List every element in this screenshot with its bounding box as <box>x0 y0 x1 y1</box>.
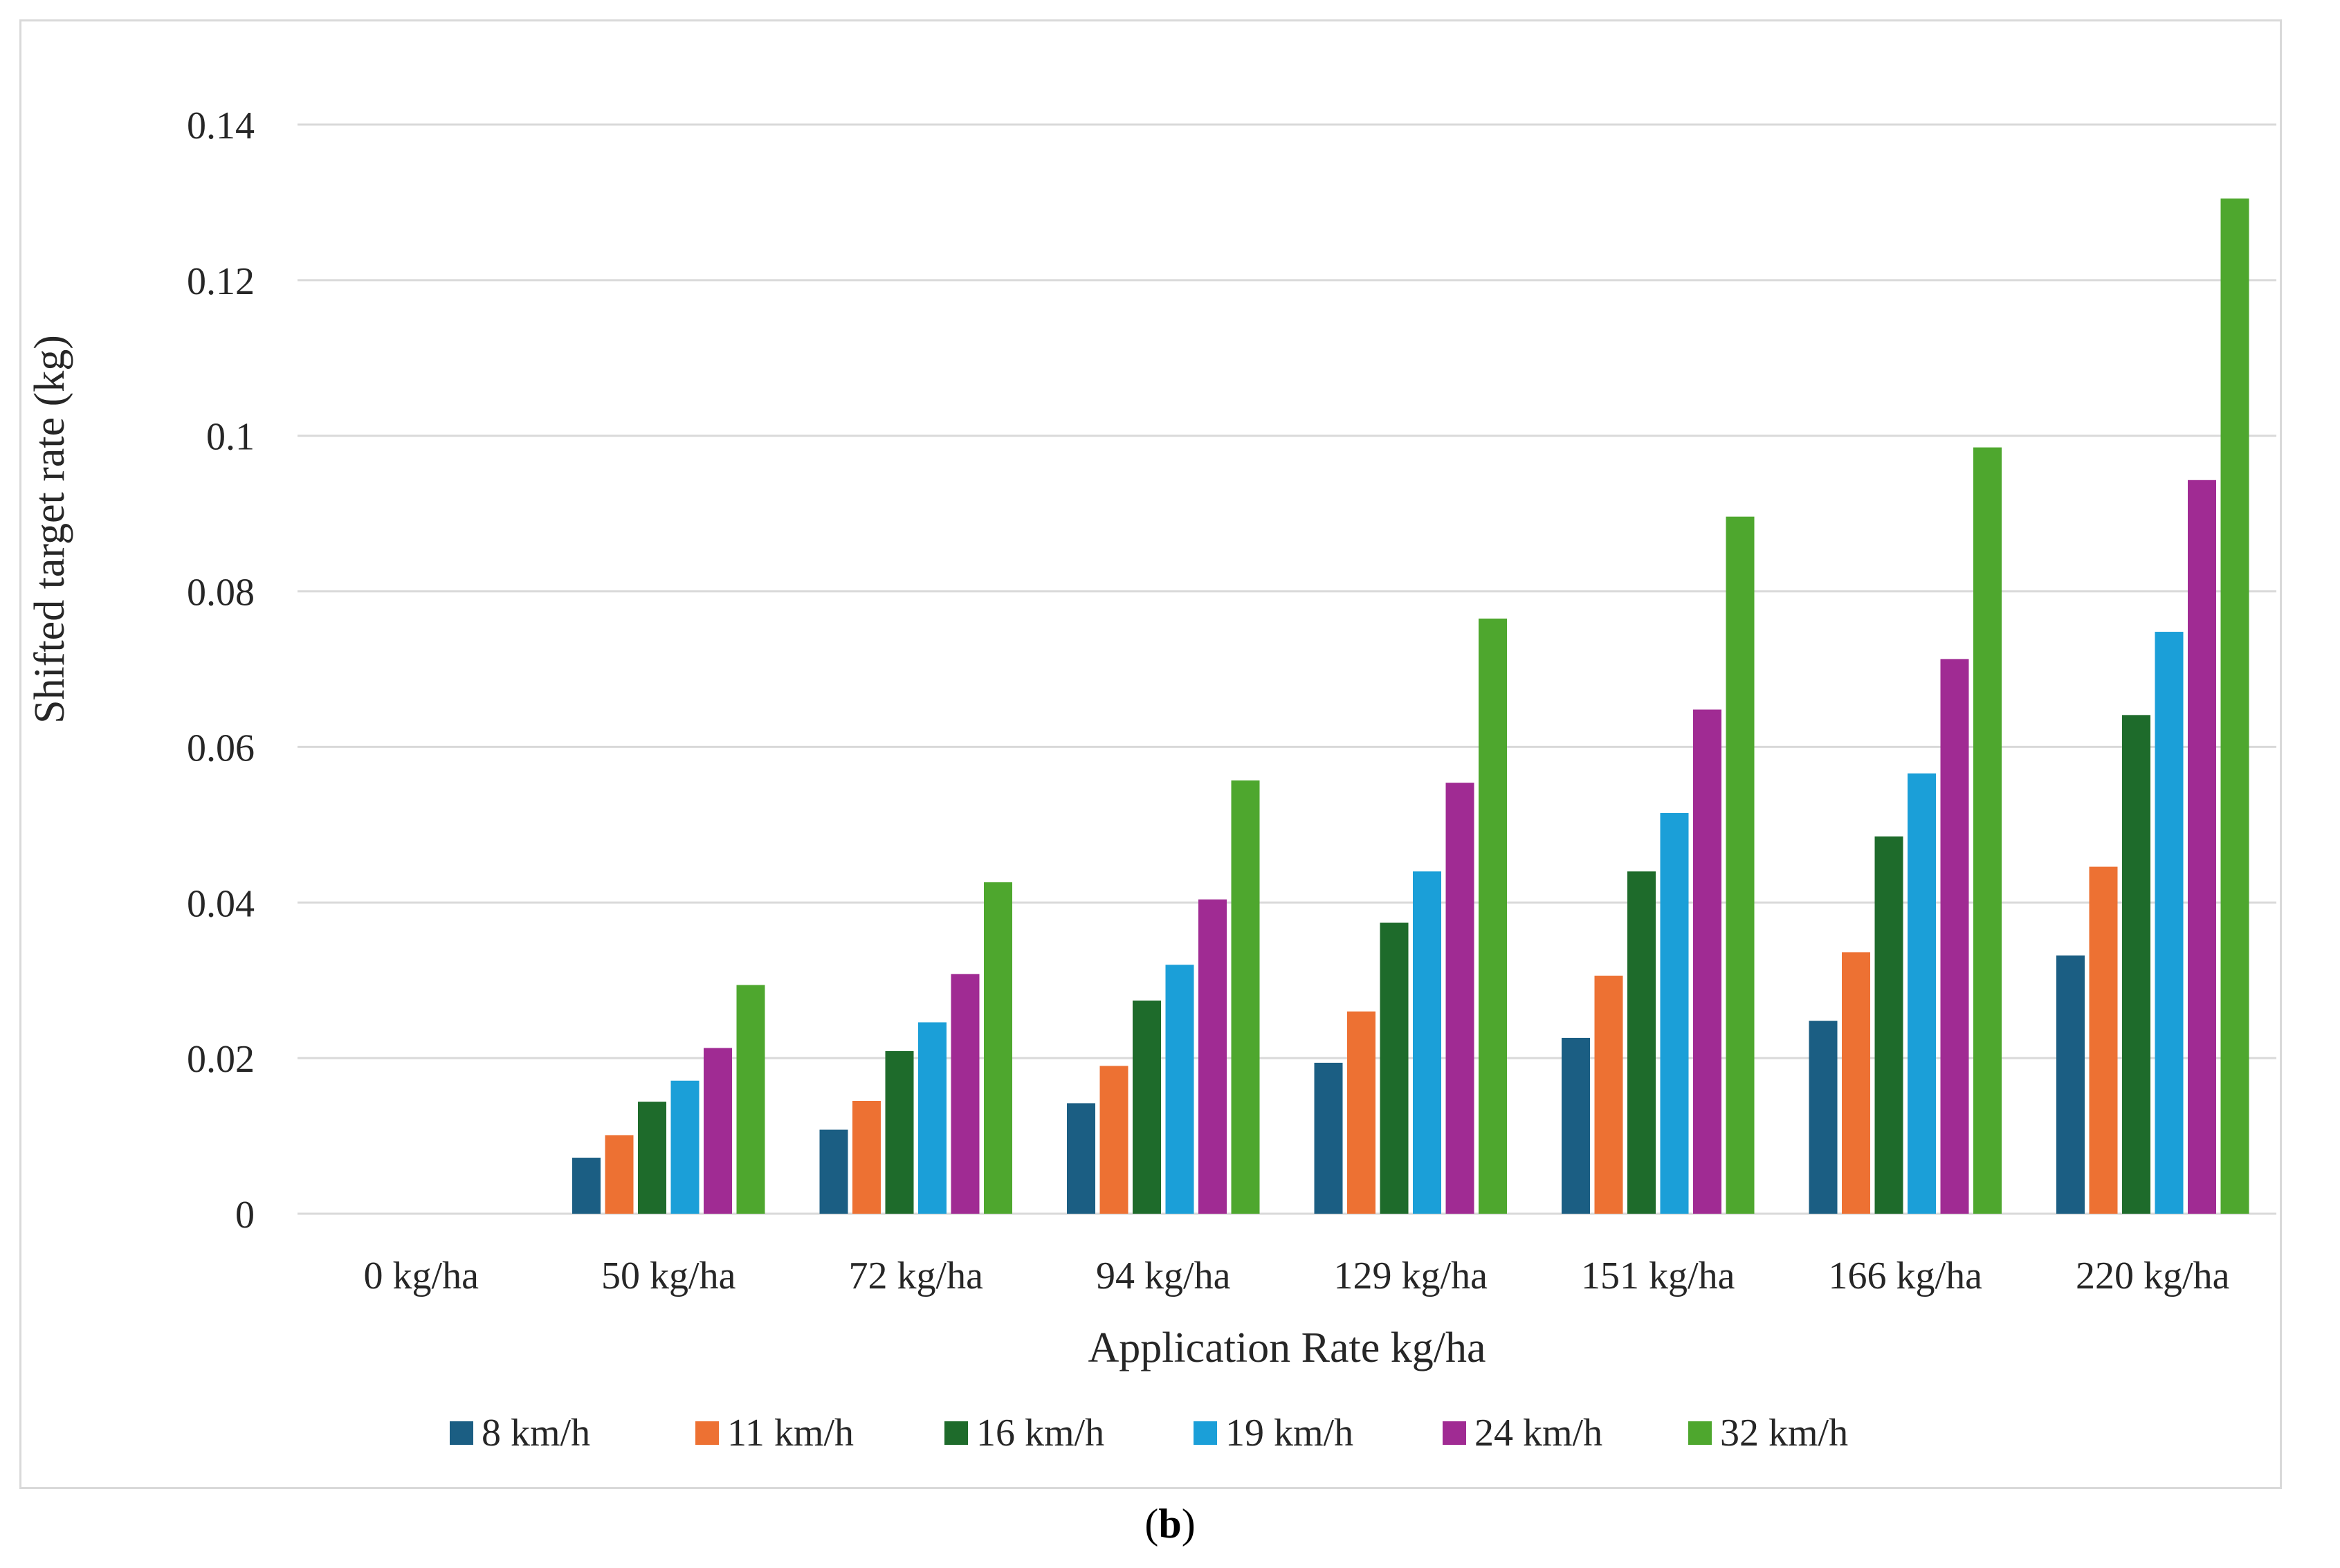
y-tick-label: 0.06 <box>187 727 255 769</box>
bar <box>1133 1000 1161 1214</box>
y-tick-label: 0.1 <box>206 416 255 459</box>
bar <box>1099 1066 1128 1214</box>
legend-swatch <box>695 1421 719 1445</box>
legend-swatch <box>450 1421 473 1445</box>
bar <box>918 1022 947 1214</box>
bar <box>885 1051 914 1214</box>
bar <box>1973 447 2002 1214</box>
bar <box>1380 922 1409 1214</box>
bar <box>1165 965 1194 1214</box>
caption-letter: b <box>1158 1501 1182 1547</box>
y-tick-label: 0.02 <box>187 1038 255 1081</box>
bar <box>2188 480 2216 1214</box>
legend-label: 11 km/h <box>727 1412 854 1455</box>
caption-open: ( <box>1144 1501 1159 1547</box>
bars <box>572 198 2249 1214</box>
bar <box>1347 1011 1375 1214</box>
legend-swatch <box>1194 1421 1217 1445</box>
x-axis-tick-labels: 0 kg/ha 50 kg/ha 72 kg/ha 94 kg/ha 129 kg/ha… <box>364 1255 2230 1297</box>
figure-caption: (b) <box>0 1500 2340 1548</box>
bar <box>605 1135 634 1214</box>
chart-frame <box>19 19 2282 1489</box>
bar <box>1067 1103 1095 1214</box>
bar <box>1693 709 1721 1214</box>
bar <box>1562 1037 1590 1214</box>
bar <box>1198 899 1227 1214</box>
y-axis-tick-labels: 0 0.02 0.04 0.06 0.08 0.1 0.12 0.14 <box>187 104 255 1237</box>
bar <box>572 1158 601 1214</box>
bar <box>1627 871 1656 1214</box>
y-axis-title: Shifted target rate (kg) <box>26 335 73 724</box>
legend-label: 19 km/h <box>1225 1412 1353 1455</box>
bar <box>1940 659 1969 1214</box>
bar <box>1594 975 1623 1214</box>
bar <box>1445 783 1474 1214</box>
bar <box>1231 780 1260 1214</box>
caption-close: ) <box>1181 1501 1196 1547</box>
legend-label: 8 km/h <box>482 1412 590 1455</box>
bar <box>984 882 1012 1214</box>
bar <box>1908 773 1936 1214</box>
legend-swatch <box>944 1421 968 1445</box>
bar <box>736 985 765 1214</box>
y-tick-label: 0.04 <box>187 882 255 925</box>
x-tick-label: 94 kg/ha <box>1096 1255 1231 1297</box>
y-tick-label: 0 <box>235 1194 255 1237</box>
x-tick-label: 72 kg/ha <box>849 1255 984 1297</box>
bar <box>1726 516 1755 1214</box>
legend-swatch <box>1443 1421 1466 1445</box>
bar <box>1413 871 1441 1214</box>
x-tick-label: 129 kg/ha <box>1334 1255 1488 1297</box>
bar <box>1479 618 1507 1214</box>
bar <box>2220 198 2249 1214</box>
bar <box>2056 955 2085 1214</box>
legend-label: 24 km/h <box>1474 1412 1602 1455</box>
bar <box>670 1080 700 1214</box>
x-axis-title: Application Rate kg/ha <box>1088 1324 1486 1371</box>
bar <box>704 1048 732 1214</box>
bar <box>1660 812 1689 1214</box>
bar <box>2122 715 2150 1214</box>
y-tick-label: 0.12 <box>187 260 255 303</box>
legend-label: 16 km/h <box>976 1412 1104 1455</box>
legend-swatch <box>1688 1421 1712 1445</box>
bar <box>638 1102 666 1214</box>
y-tick-label: 0.14 <box>187 104 255 147</box>
x-tick-label: 220 kg/ha <box>2076 1255 2230 1297</box>
bar <box>951 974 980 1214</box>
y-tick-label: 0.08 <box>187 572 255 614</box>
bar <box>1874 836 1903 1214</box>
legend-label: 32 km/h <box>1720 1412 1848 1455</box>
x-tick-label: 0 kg/ha <box>364 1255 479 1297</box>
bar <box>1314 1062 1343 1214</box>
bar <box>1809 1021 1838 1214</box>
x-tick-label: 50 kg/ha <box>601 1255 736 1297</box>
bar <box>2155 632 2184 1214</box>
bar <box>1842 952 1870 1214</box>
x-tick-label: 151 kg/ha <box>1581 1255 1735 1297</box>
bar <box>819 1129 848 1214</box>
x-tick-label: 166 kg/ha <box>1829 1255 1983 1297</box>
bar <box>2089 866 2118 1214</box>
legend: 8 km/h 11 km/h 16 km/h 19 km/h 24 km/h 32 km/… <box>450 1412 1848 1455</box>
bar <box>852 1100 881 1214</box>
